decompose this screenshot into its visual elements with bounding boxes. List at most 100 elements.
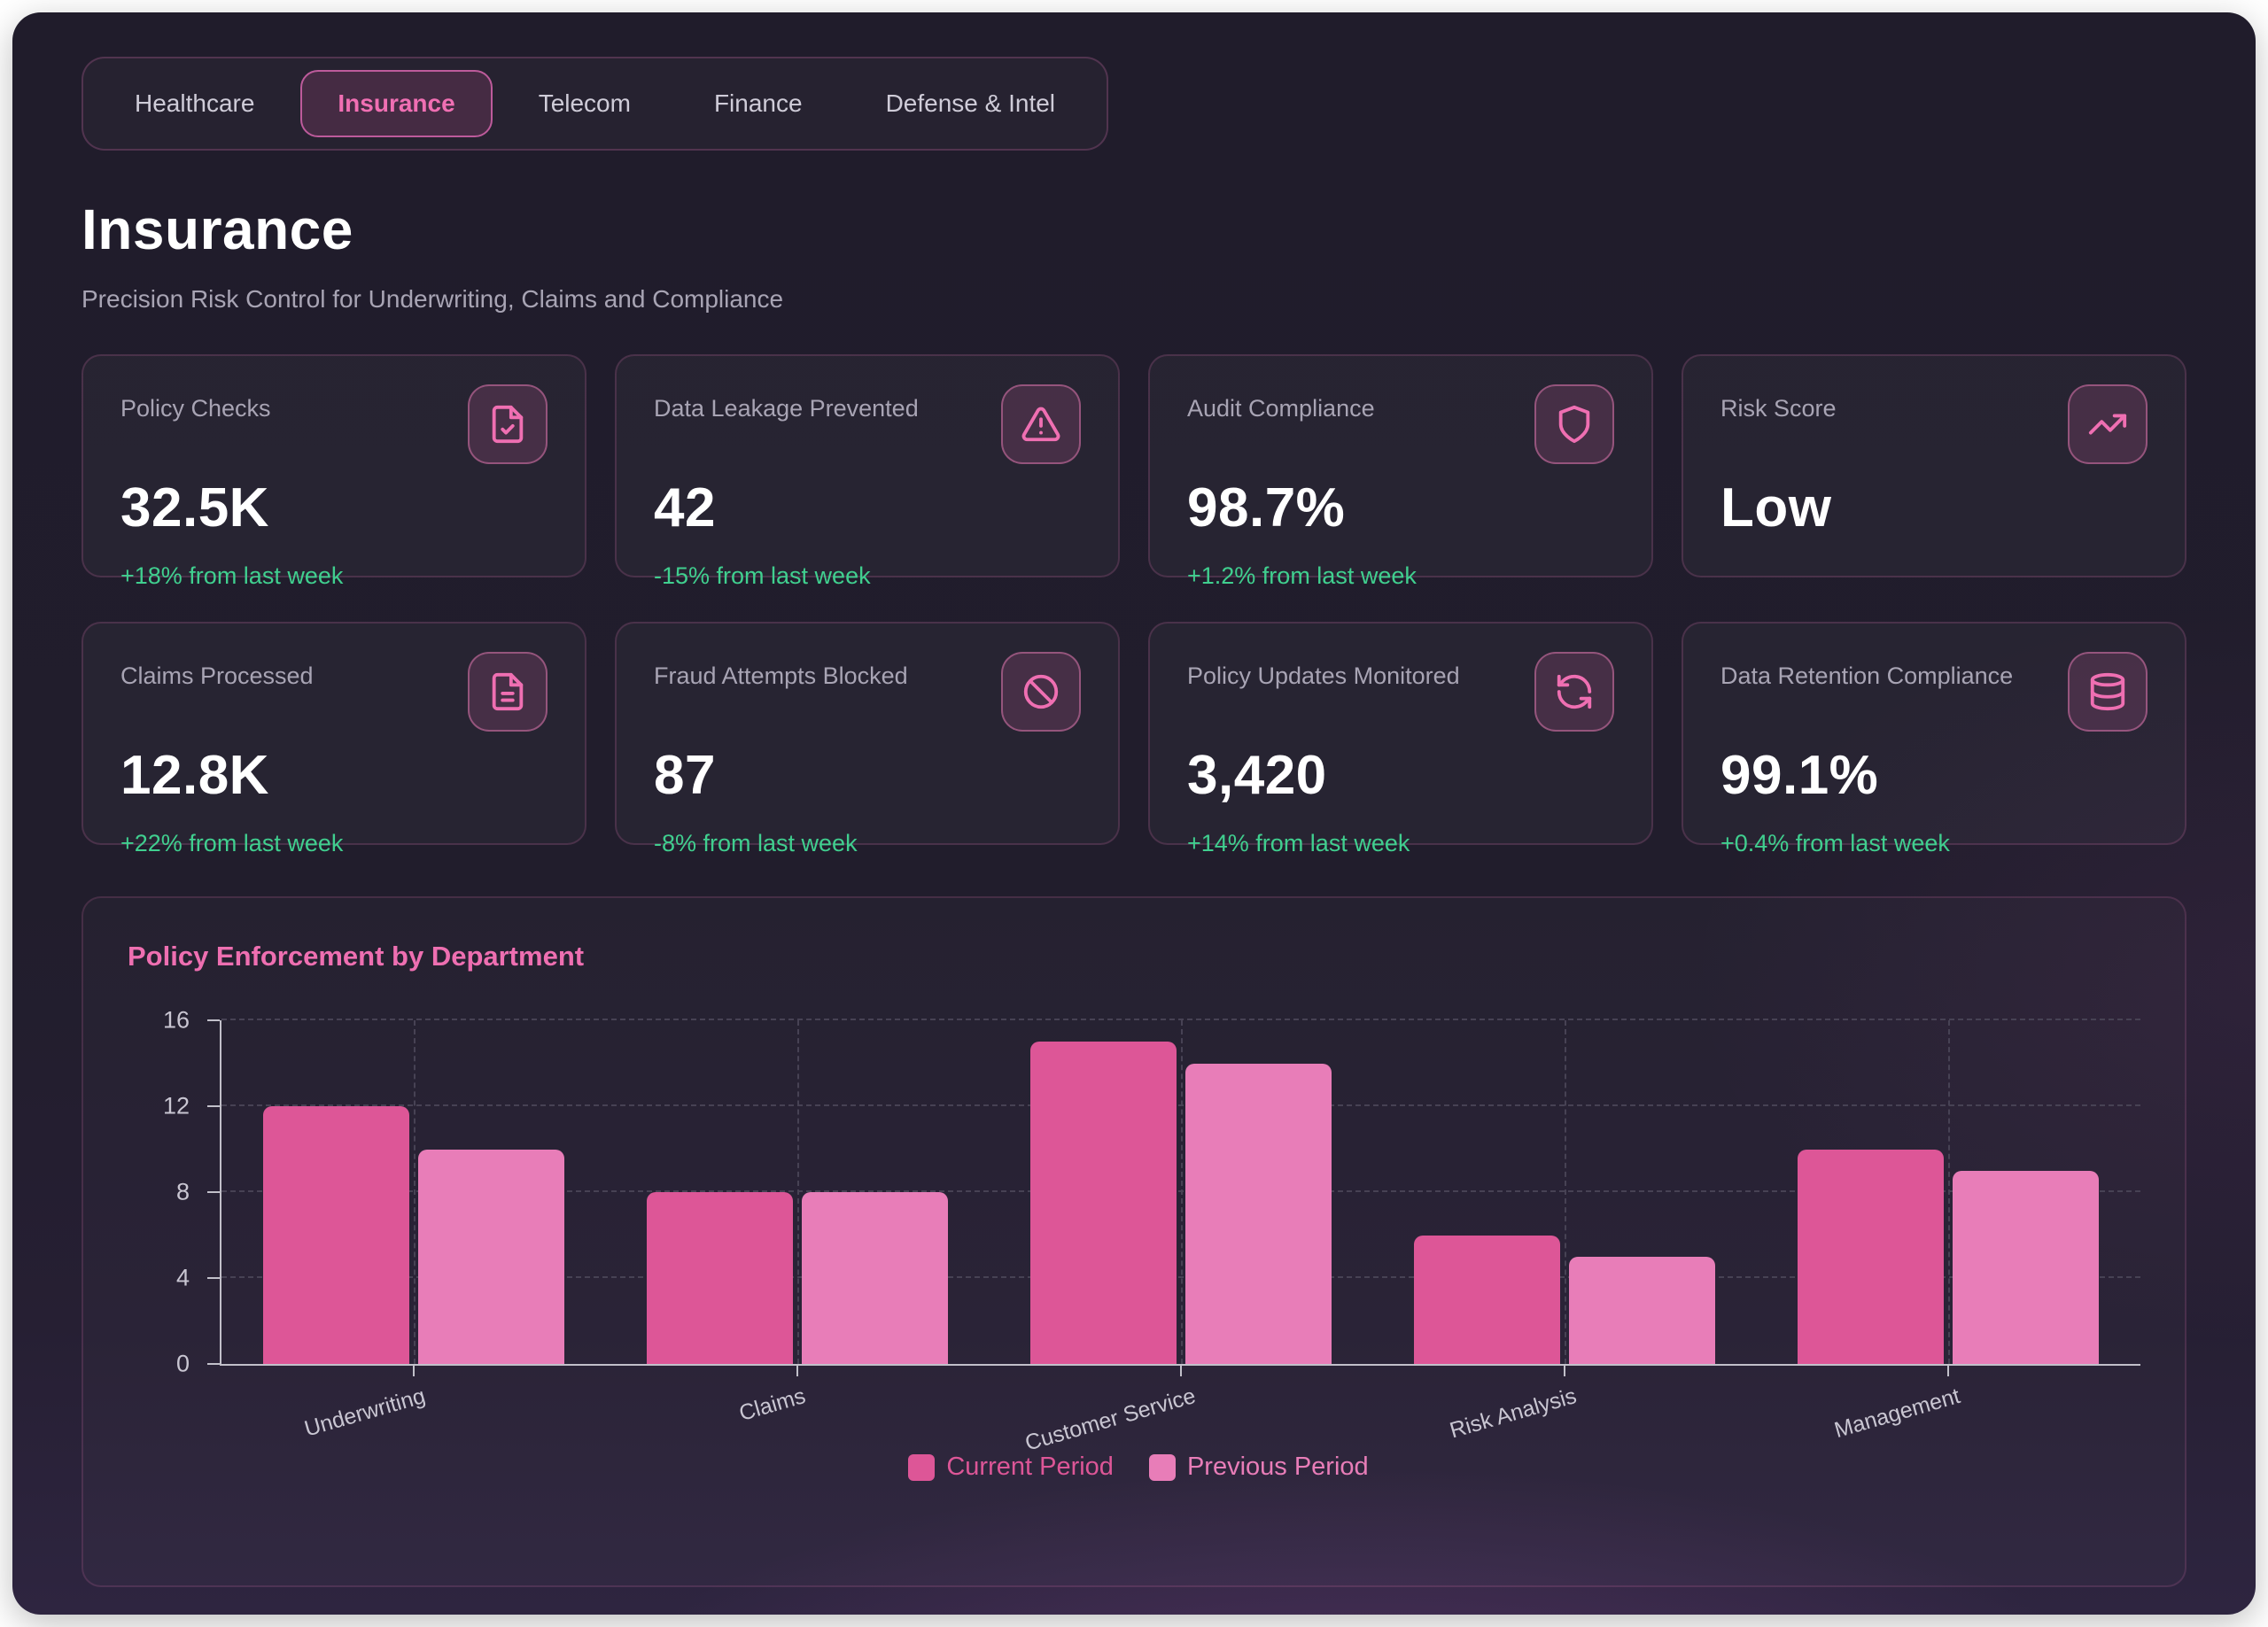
stat-card-header: Policy Updates Monitored: [1187, 652, 1614, 732]
stat-delta: +18% from last week: [120, 562, 344, 589]
bar-chart-plot: 0 4 8 12 16 Underwriting Claims Customer Servic…: [163, 1007, 2140, 1456]
refresh-icon: [1534, 652, 1614, 732]
stat-value: Low: [1720, 477, 1832, 538]
stat-delta: +14% from last week: [1187, 830, 1410, 856]
stat-label: Risk Score: [1720, 395, 1837, 422]
bar-current-period-underwriting[interactable]: [262, 1106, 409, 1364]
ban-icon: [1001, 652, 1081, 732]
stat-value: 98.7%: [1187, 477, 1346, 538]
x-axis-tick: [412, 1364, 415, 1376]
y-axis-tick: [207, 1105, 220, 1107]
gridline-horizontal: [221, 1019, 2140, 1020]
stat-card-header: Data Retention Compliance: [1720, 652, 2148, 732]
stat-value: 99.1%: [1720, 745, 1879, 806]
chart-legend: Current Period Previous Period: [128, 1453, 2149, 1482]
tab-finance[interactable]: Finance: [713, 89, 803, 117]
alert-triangle-icon: [1001, 384, 1081, 464]
stat-delta: -8% from last week: [654, 830, 858, 856]
bar-previous-period-claims[interactable]: [801, 1192, 948, 1364]
x-axis-label: Underwriting: [301, 1383, 428, 1442]
bar-current-period-management[interactable]: [1798, 1149, 1945, 1364]
gridline-vertical: [1181, 1020, 1183, 1364]
y-axis-tick: [207, 1363, 220, 1365]
stat-delta: +0.4% from last week: [1720, 830, 1950, 856]
bar-current-period-customer-service[interactable]: [1029, 1042, 1177, 1364]
stat-value: 32.5K: [120, 477, 269, 538]
stat-delta: +22% from last week: [120, 830, 344, 856]
stat-card-data-leakage-prevented: Data Leakage Prevented 42 -15% from last w…: [615, 354, 1120, 589]
stat-card-fraud-attempts-blocked: Fraud Attempts Blocked 87 -8% from last we…: [615, 622, 1120, 856]
legend-swatch: [1148, 1453, 1176, 1481]
stat-value: 87: [654, 745, 716, 806]
stat-delta: +1.2% from last week: [1187, 562, 1417, 589]
stat-card-header: Audit Compliance: [1187, 384, 1614, 464]
stat-card-header: Policy Checks: [120, 384, 548, 464]
y-axis-tick-label: 4: [175, 1264, 190, 1291]
bar-previous-period-risk-analysis[interactable]: [1569, 1256, 1716, 1364]
gridline-vertical: [413, 1020, 416, 1364]
bar-group-customer-service: [989, 1020, 1372, 1364]
stat-card-header: Fraud Attempts Blocked: [654, 652, 1081, 732]
file-text-icon: [468, 652, 548, 732]
stat-label: Policy Updates Monitored: [1187, 662, 1460, 689]
bar-group-risk-analysis: [1373, 1020, 1757, 1364]
bar-previous-period-customer-service[interactable]: [1184, 1063, 1332, 1364]
bar-group-management: [1757, 1020, 2140, 1364]
bar-current-period-risk-analysis[interactable]: [1414, 1235, 1561, 1364]
policy-enforcement-panel: Policy Enforcement by Department 0 4 8 12 16…: [82, 896, 2186, 1587]
bar-previous-period-management[interactable]: [1953, 1170, 2100, 1364]
stat-label: Data Leakage Prevented: [654, 395, 919, 422]
bar-group-claims: [605, 1020, 989, 1364]
legend-swatch: [908, 1453, 936, 1481]
stat-card-policy-updates-monitored: Policy Updates Monitored 3,420 +14% from l…: [1148, 622, 1653, 856]
stat-label: Fraud Attempts Blocked: [654, 662, 908, 689]
dashboard: Healthcare Insurance Telecom Finance Defense…: [12, 12, 2256, 1615]
gridline-vertical: [796, 1020, 799, 1364]
stat-label: Policy Checks: [120, 395, 271, 422]
legend-item-previous-period[interactable]: Previous Period: [1148, 1453, 1369, 1482]
tab-defense-intel[interactable]: Defense & Intel: [885, 89, 1056, 117]
stat-label: Data Retention Compliance: [1720, 662, 2014, 689]
stat-card-claims-processed: Claims Processed 12.8K +22% from last week: [82, 622, 586, 856]
stat-delta: -15% from last week: [654, 562, 871, 589]
stat-card-header: Data Leakage Prevented: [654, 384, 1081, 464]
y-axis-tick: [207, 1019, 220, 1021]
x-axis-tick: [1947, 1364, 1950, 1376]
stat-label: Claims Processed: [120, 662, 314, 689]
stat-value: 12.8K: [120, 745, 269, 806]
stat-value: 42: [654, 477, 716, 538]
bar-group-underwriting: [221, 1020, 605, 1364]
database-icon: [2068, 652, 2148, 732]
y-axis-tick-label: 16: [162, 1006, 190, 1034]
y-axis-tick-label: 12: [162, 1092, 190, 1120]
stat-card-header: Risk Score: [1720, 384, 2148, 464]
tab-healthcare[interactable]: Healthcare: [135, 89, 255, 117]
file-check-icon: [468, 384, 548, 464]
dashboard-content: Healthcare Insurance Telecom Finance Defense…: [12, 12, 2256, 1615]
x-axis-label: Customer Service: [1021, 1383, 1199, 1456]
stat-card-data-retention-compliance: Data Retention Compliance 99.1% +0.4% from…: [1682, 622, 2186, 856]
y-axis-tick-label: 8: [175, 1178, 190, 1205]
page-subtitle: Precision Risk Control for Underwriting,…: [82, 285, 784, 313]
legend-label: Current Period: [946, 1453, 1114, 1481]
stat-card-policy-checks: Policy Checks 32.5K +18% from last week: [82, 354, 586, 589]
x-axis-tick: [796, 1364, 798, 1376]
legend-label: Previous Period: [1186, 1453, 1369, 1481]
industry-tabs: Healthcare Insurance Telecom Finance Defense…: [82, 57, 1109, 151]
x-axis-label: Risk Analysis: [1447, 1383, 1580, 1444]
chart-title: Policy Enforcement by Department: [128, 941, 585, 972]
tab-insurance[interactable]: Insurance: [300, 70, 493, 137]
gridline-vertical: [1948, 1020, 1951, 1364]
y-axis-tick-label: 0: [175, 1350, 190, 1377]
stat-card-risk-score: Risk Score Low: [1682, 354, 2186, 577]
stat-value: 3,420: [1187, 745, 1327, 806]
tab-telecom[interactable]: Telecom: [538, 89, 631, 117]
y-axis-tick: [207, 1277, 220, 1279]
stat-card-header: Claims Processed: [120, 652, 548, 732]
bar-current-period-claims[interactable]: [646, 1192, 793, 1364]
x-axis-label: Management: [1831, 1383, 1963, 1444]
stat-label: Audit Compliance: [1187, 395, 1375, 422]
gridline-vertical: [1565, 1020, 1567, 1364]
bar-previous-period-underwriting[interactable]: [417, 1149, 564, 1364]
legend-item-current-period[interactable]: Current Period: [908, 1453, 1114, 1482]
